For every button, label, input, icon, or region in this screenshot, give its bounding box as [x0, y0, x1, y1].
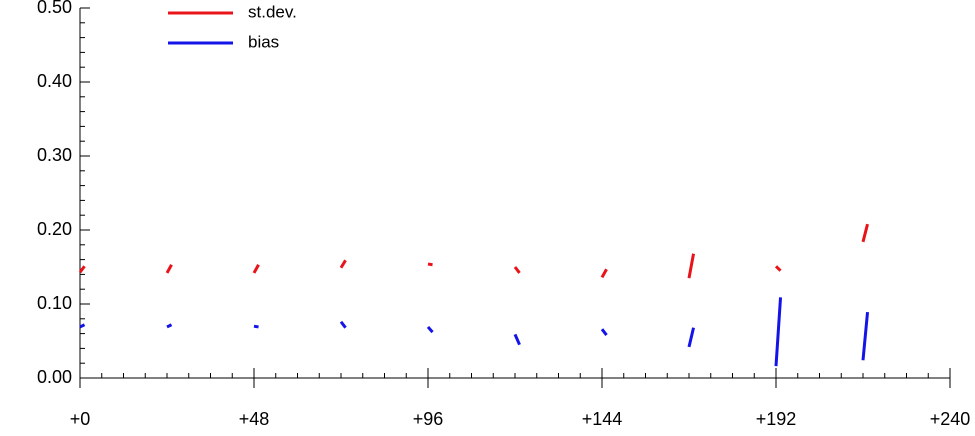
y-tick-label: 0.50	[37, 0, 72, 17]
x-tick-label: +48	[239, 409, 270, 429]
y-tick-label: 0.40	[37, 71, 72, 91]
series-line	[78, 223, 869, 279]
legend-label: st.dev.	[248, 2, 297, 21]
legend-label: bias	[248, 32, 279, 51]
x-tick-label: +240	[930, 409, 971, 429]
y-tick-label: 0.20	[37, 219, 72, 239]
x-tick-label: +192	[756, 409, 797, 429]
x-tick-label: +0	[70, 409, 91, 429]
y-tick-label: 0.30	[37, 145, 72, 165]
series-line	[79, 297, 870, 367]
y-tick-label: 0.10	[37, 293, 72, 313]
y-tick-label: 0.00	[37, 367, 72, 387]
x-tick-label: +144	[582, 409, 623, 429]
x-tick-label: +96	[413, 409, 444, 429]
